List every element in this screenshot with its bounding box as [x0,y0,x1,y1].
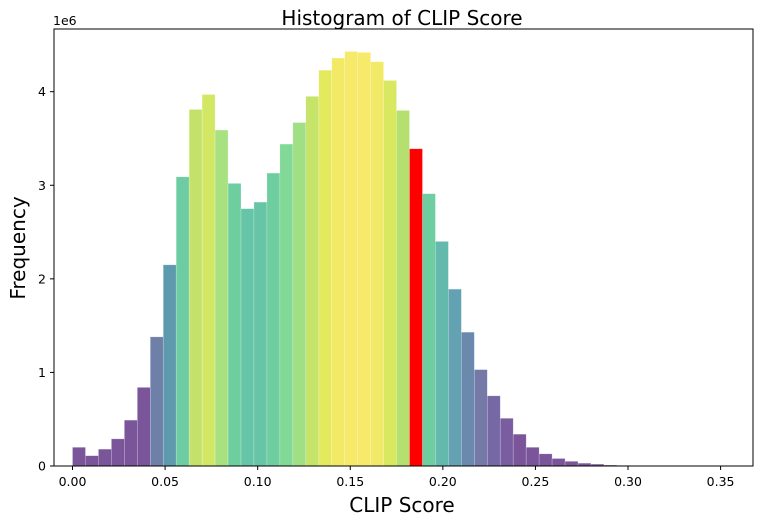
histogram-bar [188,109,203,467]
histogram-bar [162,264,177,467]
histogram-bar [525,446,540,467]
chart-title: Histogram of CLIP Score [281,6,522,30]
histogram-bar [538,453,553,467]
histogram-bar [344,51,358,467]
histogram-bar [305,96,320,467]
histogram-bar [149,336,164,467]
y-offset-label: 1e6 [53,13,77,28]
histogram-bar [137,387,151,467]
x-tick-label: 0.00 [59,474,87,489]
x-tick-label: 0.35 [707,474,735,489]
plot-frame [53,28,754,467]
histogram-bar [214,129,229,467]
histogram-bar [383,80,397,467]
x-tick-label: 0.15 [336,474,364,489]
histogram-bar [486,395,501,467]
histogram-bar [461,331,475,467]
histogram-bar [551,458,566,467]
histogram-bar [422,193,436,467]
histogram-bar [72,446,86,467]
x-tick-label: 0.30 [614,474,642,489]
histogram-bar [357,52,371,467]
histogram-bar [253,201,268,467]
y-tick-label: 0 [38,459,46,474]
histogram-bar [98,448,112,467]
x-tick-label: 0.10 [244,474,272,489]
histogram-bar [409,148,423,467]
histogram-bar [318,69,333,467]
y-axis-title: Frequency [6,196,30,299]
histogram-bar [474,369,488,467]
y-tick-label: 3 [38,178,46,193]
histogram-bar [175,176,190,467]
axes-layer: 0.00 0.05 0.10 0.15 0.20 0.25 0.30 0.35 0 1 2 3 4 [38,28,754,489]
bars-layer [72,51,683,467]
histogram-bar [85,455,99,467]
histogram-bar [124,419,138,467]
histogram-bar [331,57,346,467]
histogram-bar [279,143,294,467]
x-tick-label: 0.25 [522,474,550,489]
y-tick-label: 4 [38,84,46,99]
histogram-bar [435,241,449,467]
histogram-bar [227,183,242,467]
histogram-bar [512,433,527,467]
x-tick-label: 0.20 [429,474,457,489]
histogram-bar [266,172,281,467]
y-tick-label: 2 [38,271,46,286]
histogram-bar [111,438,125,467]
histogram-bar [564,461,579,467]
histogram-bar [370,61,384,467]
histogram-bar [396,110,410,467]
y-tick-label: 1 [38,365,46,380]
x-axis-title: CLIP Score [349,493,454,517]
histogram-bar [499,417,514,467]
histogram-bar [240,208,255,467]
x-tick-label: 0.05 [151,474,179,489]
histogram-bar [201,94,216,467]
histogram-bar [448,288,462,467]
histogram-bar [292,122,307,467]
